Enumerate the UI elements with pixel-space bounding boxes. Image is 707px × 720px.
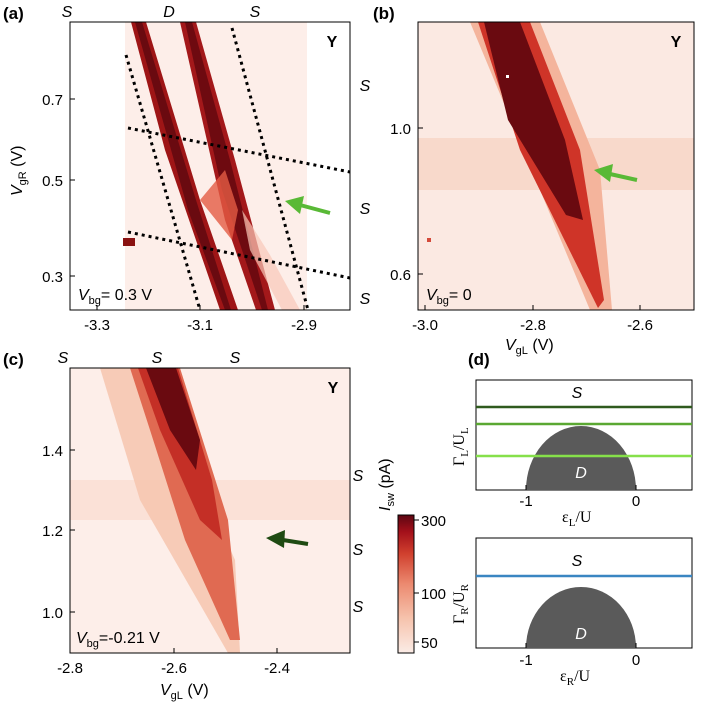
panel-c-frame bbox=[69, 367, 351, 654]
panel-c-top-label-1: S bbox=[152, 350, 163, 367]
panel-a: (a) Y S D S S S S 0.7 0.5 0.3 -3.3 -3.1 … bbox=[3, 4, 371, 334]
panel-b-white-speck bbox=[506, 75, 509, 78]
panel-c-xtick-1: -2.6 bbox=[161, 660, 187, 677]
panel-d-top-xlabel: εL/U bbox=[562, 509, 592, 529]
panel-d-bottom: S D -1 0 εR/U ΓR/UR bbox=[451, 537, 693, 688]
panel-b-ytick-0: 1.0 bbox=[390, 121, 411, 138]
panel-a-dash-3 bbox=[127, 126, 350, 174]
panel-a-dash-4 bbox=[127, 230, 350, 280]
colorbar-tick-2: 50 bbox=[421, 635, 438, 652]
panel-a-dash-1 bbox=[124, 54, 202, 310]
panel-a-arrow bbox=[285, 196, 331, 215]
panel-a-ytick-2: 0.3 bbox=[42, 269, 63, 286]
panel-b-ytick-1: 0.6 bbox=[390, 267, 411, 284]
panel-c-xlabel: VgL (V) bbox=[160, 682, 209, 702]
panel-a-note: Vbg= 0.3 V bbox=[78, 287, 152, 307]
panel-a-label: (a) bbox=[3, 4, 24, 23]
panel-a-top-label-1: D bbox=[163, 4, 175, 21]
panel-d-bottom-ylabel: ΓR/UR bbox=[451, 583, 471, 624]
panel-b-xtick-0: -3.0 bbox=[412, 317, 438, 334]
panel-c: (c) Y S S S S S S 1.4 1.2 1.0 -2.8 -2.6 … bbox=[3, 350, 364, 702]
panel-d-bottom-region-s: S bbox=[572, 553, 583, 570]
panel-c-top-label-2: S bbox=[230, 350, 241, 367]
panel-c-right-label-2: S bbox=[353, 599, 364, 616]
panel-d-top: S D -1 0 εL/U ΓL/UL bbox=[451, 379, 693, 529]
panel-d-top-region-d: D bbox=[575, 465, 587, 482]
panel-b-label: (b) bbox=[373, 4, 395, 23]
panel-c-ytick-2: 1.0 bbox=[42, 605, 63, 622]
panel-b-frame bbox=[417, 21, 695, 311]
panel-a-top-label-0: S bbox=[62, 4, 73, 21]
panel-b-xlabel: VgL (V) bbox=[505, 337, 554, 357]
panel-d-bottom-xlabel: εR/U bbox=[560, 668, 591, 688]
panel-a-right-label-2: S bbox=[360, 291, 371, 308]
colorbar-gradient bbox=[397, 514, 415, 654]
panel-d-bottom-dome bbox=[526, 587, 636, 648]
panel-a-resonance-right-core bbox=[185, 22, 268, 310]
panel-d-top-dome bbox=[526, 426, 636, 490]
panel-a-bridge bbox=[200, 170, 238, 240]
panel-a-faint-tail bbox=[242, 210, 300, 310]
panel-a-xtick-1: -3.1 bbox=[187, 317, 213, 334]
panel-a-corner: Y bbox=[327, 34, 338, 51]
panel-c-arrow bbox=[266, 530, 309, 548]
panel-c-note: Vbg=-0.21 V bbox=[76, 630, 160, 650]
colorbar-tick-0: 300 bbox=[421, 513, 446, 530]
panel-a-frame bbox=[69, 21, 351, 311]
panel-a-ytick-0: 0.7 bbox=[42, 92, 63, 109]
panel-c-resonance bbox=[130, 368, 240, 640]
panel-b-xtick-2: -2.6 bbox=[627, 317, 653, 334]
panel-a-right-label-0: S bbox=[360, 78, 371, 95]
colorbar-label: Isw (pA) bbox=[377, 458, 397, 511]
panel-a-right-label-1: S bbox=[360, 201, 371, 218]
panel-d-top-xtick-1: 0 bbox=[632, 493, 640, 510]
panel-d-bottom-xtick-1: 0 bbox=[632, 652, 640, 669]
panel-c-right-label-0: S bbox=[353, 468, 364, 485]
colorbar: 300 100 50 Isw (pA) bbox=[377, 458, 446, 654]
panel-c-ytick-0: 1.4 bbox=[42, 443, 63, 460]
panel-b: (b) Y 1.0 0.6 -3.0 -2.8 -2.6 VgL (V) Vbg… bbox=[373, 4, 695, 357]
panel-b-arrow bbox=[594, 164, 638, 182]
panel-a-dots bbox=[123, 238, 135, 246]
panel-b-resonance-core bbox=[484, 22, 583, 220]
panel-a-xtick-0: -3.3 bbox=[84, 317, 110, 334]
panel-b-speck bbox=[427, 238, 431, 242]
panel-d-bottom-xtick-0: -1 bbox=[519, 652, 532, 669]
panel-c-resonance-mid bbox=[138, 368, 222, 540]
panel-c-label: (c) bbox=[3, 350, 24, 369]
panel-b-note: Vbg= 0 bbox=[426, 287, 472, 307]
panel-c-xtick-0: -2.8 bbox=[57, 660, 83, 677]
panel-c-top-label-0: S bbox=[58, 350, 69, 367]
panel-d-top-ylabel: ΓL/UL bbox=[451, 427, 471, 466]
panel-b-corner: Y bbox=[671, 34, 682, 51]
panel-d: (d) S D -1 0 εL/U ΓL/UL S bbox=[451, 350, 693, 688]
panel-c-right-label-1: S bbox=[353, 542, 364, 559]
panel-b-xtick-1: -2.8 bbox=[520, 317, 546, 334]
panel-c-ytick-1: 1.2 bbox=[42, 523, 63, 540]
panel-d-label: (d) bbox=[468, 350, 490, 369]
panel-c-resonance-core bbox=[146, 368, 200, 470]
panel-a-ytick-1: 0.5 bbox=[42, 173, 63, 190]
panel-a-xtick-2: -2.9 bbox=[291, 317, 317, 334]
panel-d-bottom-region-d: D bbox=[575, 626, 587, 643]
colorbar-tick-1: 100 bbox=[421, 586, 446, 603]
panel-a-ylabel: VgR (V) bbox=[9, 145, 29, 196]
panel-a-top-label-2: S bbox=[250, 4, 261, 21]
panel-d-top-xtick-0: -1 bbox=[519, 493, 532, 510]
panel-d-top-region-s: S bbox=[572, 385, 583, 402]
panel-a-resonance-left-core bbox=[135, 22, 231, 310]
panel-c-xtick-2: -2.4 bbox=[264, 660, 290, 677]
panel-c-corner: Y bbox=[328, 380, 339, 397]
